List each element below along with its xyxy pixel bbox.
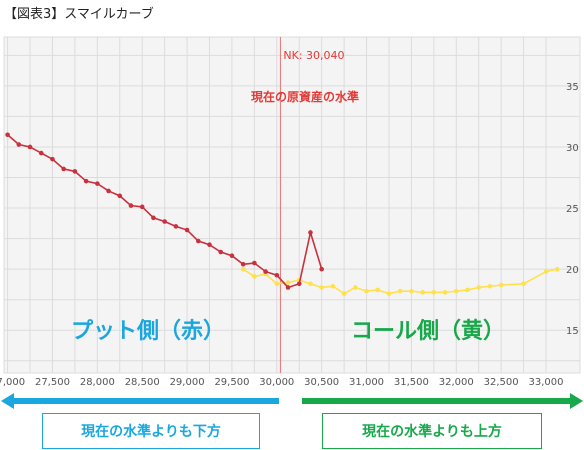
y-tick-label: 25 <box>566 204 579 215</box>
data-point <box>240 266 246 272</box>
data-point <box>521 281 526 287</box>
series-layer <box>5 132 560 296</box>
data-point <box>240 261 246 267</box>
x-tick-label: 30,500 <box>304 377 339 388</box>
data-point <box>420 290 425 295</box>
right-arrow <box>302 393 583 409</box>
x-tick-label: 30,000 <box>259 377 294 388</box>
x-tick-label: 32,000 <box>439 377 474 388</box>
data-point <box>409 288 414 294</box>
data-point <box>184 227 190 233</box>
x-tick-label: 32,500 <box>484 377 519 388</box>
data-point <box>319 285 324 290</box>
data-point <box>308 281 313 287</box>
data-point <box>5 132 10 138</box>
x-tick-label: 29,500 <box>214 377 249 388</box>
data-point <box>341 291 347 296</box>
data-point <box>263 269 268 274</box>
data-point <box>308 230 313 235</box>
lower-level-box: 現在の水準よりも下方 <box>42 413 260 449</box>
data-point <box>285 280 291 285</box>
data-point <box>252 274 257 279</box>
data-point <box>285 285 291 290</box>
left-arrow <box>1 393 279 409</box>
x-tick-label: 33,000 <box>529 377 564 388</box>
y-tick-label: 15 <box>566 326 579 337</box>
data-point <box>252 260 257 266</box>
data-point <box>38 150 44 156</box>
x-tick-label: 28,000 <box>80 377 115 388</box>
data-point <box>50 156 55 162</box>
data-point <box>375 287 381 293</box>
data-point <box>61 166 66 172</box>
x-tick-label: 29,000 <box>170 377 205 388</box>
data-point <box>319 266 324 272</box>
data-point <box>139 204 145 210</box>
data-point <box>106 188 111 194</box>
x-tick-label: 31,000 <box>349 377 384 388</box>
x-tick-label: 28,500 <box>125 377 160 388</box>
call-side-label: コール側（黄） <box>351 319 505 344</box>
data-point <box>386 291 392 296</box>
data-point <box>296 281 302 287</box>
data-point <box>95 181 100 186</box>
nk-label: NK: 30,040 <box>283 49 344 62</box>
data-point <box>195 238 201 244</box>
data-point <box>16 142 22 147</box>
left-arrow-shape <box>1 393 279 409</box>
data-point <box>27 144 33 150</box>
data-point <box>364 288 369 294</box>
y-tick-label: 35 <box>566 82 579 93</box>
data-point <box>229 253 235 259</box>
data-point <box>207 242 212 248</box>
data-point <box>431 290 437 295</box>
data-point <box>128 203 134 208</box>
data-point <box>498 282 504 288</box>
put-side-label: プット側（赤） <box>71 319 225 344</box>
x-tick-label: 31,500 <box>394 377 429 388</box>
data-point <box>83 178 89 184</box>
data-point <box>442 290 448 295</box>
current-level-label: 現在の原資産の水準 <box>251 89 359 104</box>
data-point <box>543 269 549 274</box>
data-point <box>353 285 358 290</box>
data-point <box>117 193 123 199</box>
data-point <box>274 281 280 287</box>
data-point <box>554 266 560 272</box>
y-tick-label: 30 <box>566 143 579 154</box>
data-point <box>162 219 167 224</box>
plot-area <box>3 36 581 374</box>
y-tick-label: 20 <box>566 265 579 276</box>
figure-title: 【図表3】スマイルカーブ <box>4 7 154 22</box>
y-axis-ticks: 15 20 25 30 35 <box>566 82 579 337</box>
data-point <box>72 169 78 174</box>
upper-level-box: 現在の水準よりも上方 <box>322 413 542 449</box>
data-point <box>487 283 493 289</box>
data-point <box>151 215 156 221</box>
right-arrow-shape <box>302 393 583 409</box>
data-point <box>465 287 470 293</box>
data-point <box>476 285 482 290</box>
x-tick-label: 27,500 <box>35 377 70 388</box>
data-point <box>274 272 280 278</box>
x-axis-ticks: 27,000 27,500 28,000 28,500 29,000 29,500 30,0… <box>0 377 564 388</box>
data-point <box>173 224 179 229</box>
data-point <box>453 288 459 294</box>
data-point <box>330 283 336 289</box>
data-point <box>218 249 224 255</box>
x-tick-label: 27,000 <box>0 377 25 388</box>
data-point <box>397 288 403 294</box>
